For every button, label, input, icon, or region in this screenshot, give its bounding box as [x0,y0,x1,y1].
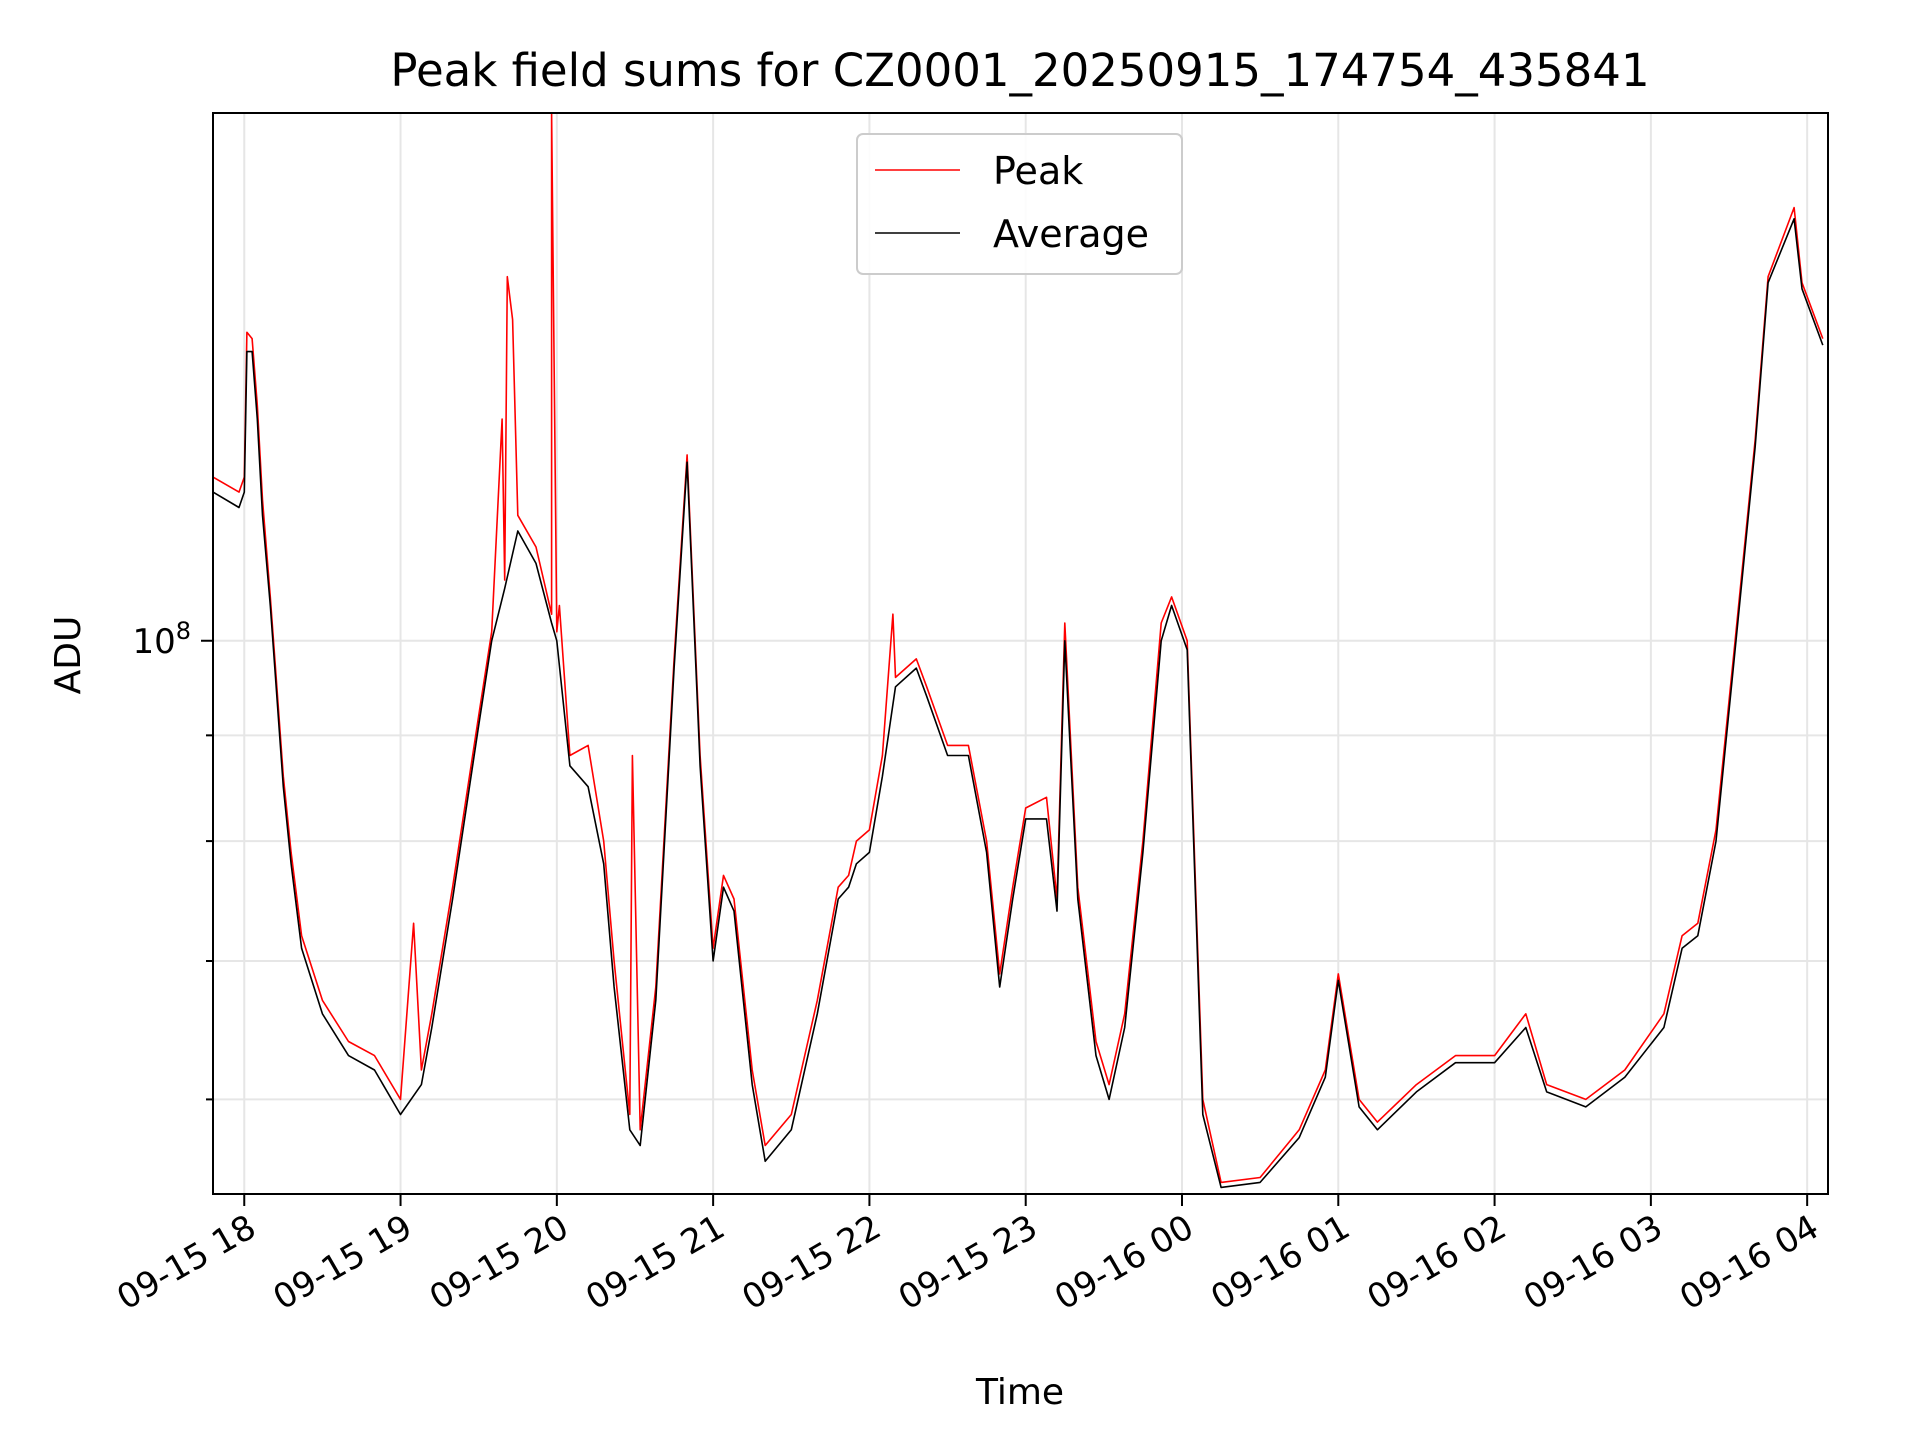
x-tick-label: 09-16 03 [1517,1207,1669,1318]
x-tick-label: 09-15 19 [267,1207,419,1318]
legend: Peak Average [856,133,1183,275]
series-line-peak [213,113,1824,1184]
x-tick-label: 09-15 18 [110,1207,262,1318]
y-axis-label: ADU [48,616,89,695]
x-tick-label: 09-15 23 [892,1207,1044,1318]
x-tick-label: 09-16 02 [1361,1207,1513,1318]
x-tick-label: 09-15 22 [736,1207,888,1318]
legend-label-peak: Peak [993,149,1083,193]
grid-layer [213,113,1828,1194]
series-line-average [213,218,1824,1189]
x-tick-label: 09-16 04 [1673,1207,1825,1318]
y-axis-ticks: 108 [132,617,213,1101]
x-tick-label: 09-16 01 [1204,1207,1356,1318]
x-tick-label: 09-15 20 [423,1207,575,1318]
legend-label-average: Average [993,212,1149,256]
y-tick-label: 108 [132,617,191,662]
legend-box [856,133,1183,275]
x-tick-label: 09-15 21 [579,1207,731,1318]
plot-frame [212,112,1829,1195]
x-axis-label: Time [975,1372,1064,1413]
x-axis-ticks: 09-15 18 09-15 19 09-15 20 09-15 21 09-15 22… [110,1194,1826,1318]
x-tick-label: 09-16 00 [1048,1207,1200,1318]
chart-title: Peak field sums for CZ0001_20250915_1747… [390,44,1649,97]
plot-area [213,113,1824,1189]
